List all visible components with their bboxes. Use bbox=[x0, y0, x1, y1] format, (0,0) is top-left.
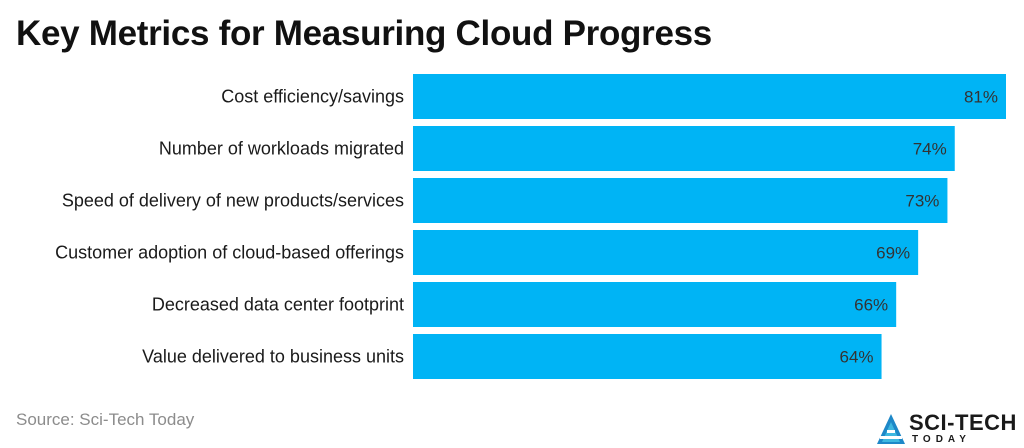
bar-0 bbox=[413, 74, 1006, 119]
category-label-1: Number of workloads migrated bbox=[159, 139, 404, 159]
data-label-0: 81% bbox=[964, 88, 998, 107]
data-label-3: 69% bbox=[876, 244, 910, 263]
data-label-2: 73% bbox=[905, 192, 939, 211]
data-label-4: 66% bbox=[854, 296, 888, 315]
category-label-3: Customer adoption of cloud-based offerin… bbox=[55, 243, 404, 263]
category-label-2: Speed of delivery of new products/servic… bbox=[62, 191, 404, 211]
category-label-5: Value delivered to business units bbox=[142, 347, 404, 367]
bar-5 bbox=[413, 334, 882, 379]
logo-name: SCI-TECH bbox=[909, 410, 1017, 435]
source-note: Source: Sci-Tech Today bbox=[16, 410, 195, 429]
bar-4 bbox=[413, 282, 897, 327]
chart-title: Key Metrics for Measuring Cloud Progress bbox=[16, 14, 712, 53]
bar-2 bbox=[413, 178, 948, 223]
logo: SCI-TECH TODAY bbox=[876, 410, 1024, 448]
category-label-4: Decreased data center footprint bbox=[152, 295, 404, 315]
bar-1 bbox=[413, 126, 955, 171]
bar-3 bbox=[413, 230, 919, 275]
category-label-0: Cost efficiency/savings bbox=[221, 87, 404, 107]
bar-chart: 81% Cost efficiency/savings 74% Number of w… bbox=[55, 74, 1006, 379]
data-label-1: 74% bbox=[913, 140, 947, 159]
data-label-5: 64% bbox=[840, 348, 874, 367]
sci-tech-logo-icon bbox=[877, 414, 905, 444]
logo-subtitle: TODAY bbox=[912, 434, 971, 445]
